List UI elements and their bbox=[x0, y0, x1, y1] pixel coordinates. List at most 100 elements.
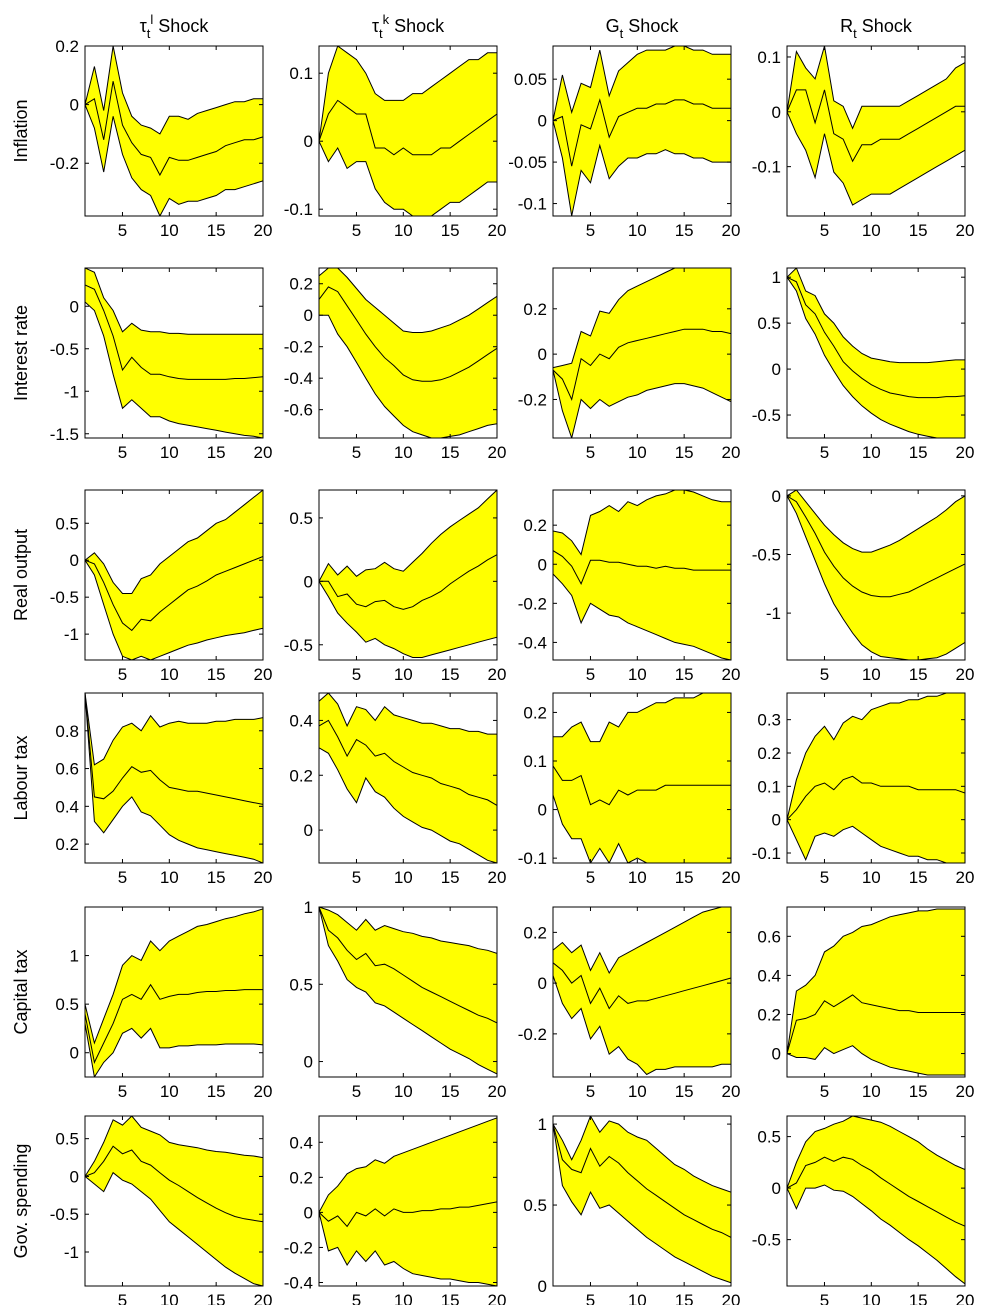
irf-panel: 5 10 15 20 0.5 0 -0.5 -1 bbox=[50, 489, 272, 684]
y-tick-label: 0 bbox=[772, 103, 781, 122]
y-tick-label: 0.1 bbox=[757, 777, 781, 796]
y-tick-label: 0.4 bbox=[757, 966, 781, 985]
x-tick-label: 15 bbox=[441, 665, 460, 684]
x-tick-label: 5 bbox=[820, 665, 829, 684]
y-tick-label: 0.2 bbox=[523, 923, 547, 942]
x-tick-label: 10 bbox=[394, 221, 413, 240]
upper-bound-line bbox=[85, 908, 263, 1045]
median-response-line bbox=[319, 99, 497, 156]
axes-box bbox=[552, 489, 732, 661]
y-tick-label: 0.2 bbox=[55, 37, 79, 56]
x-tick-label: 10 bbox=[862, 221, 881, 240]
upper-bound-line bbox=[787, 46, 965, 130]
median-response-line bbox=[787, 994, 965, 1054]
confidence-band bbox=[319, 693, 497, 863]
y-tick-label: 0 bbox=[304, 572, 313, 591]
x-tick-label: 5 bbox=[118, 868, 127, 887]
x-tick-label: 15 bbox=[909, 221, 928, 240]
confidence-band bbox=[85, 908, 263, 1077]
irf-panel: 5 10 15 20 0.2 0.1 0 -0.1 bbox=[518, 692, 740, 887]
upper-bound-line bbox=[319, 46, 497, 142]
x-tick-label: 15 bbox=[441, 1291, 460, 1305]
x-tick-label: 5 bbox=[352, 1082, 361, 1101]
irf-panel: 5 10 15 20 0.8 0.6 0.4 0.2 bbox=[55, 692, 273, 887]
confidence-band bbox=[787, 46, 965, 205]
median-response-line bbox=[85, 284, 263, 380]
x-tick-label: 10 bbox=[394, 868, 413, 887]
upper-bound-line bbox=[85, 693, 263, 766]
x-tick-label: 20 bbox=[488, 1291, 507, 1305]
x-tick-label: 5 bbox=[586, 1291, 595, 1305]
x-tick-label: 10 bbox=[394, 1291, 413, 1305]
y-tick-label: 0.2 bbox=[289, 275, 313, 294]
upper-bound-line bbox=[553, 1116, 731, 1193]
median-response-line bbox=[787, 276, 965, 399]
upper-bound-line bbox=[553, 907, 731, 975]
y-tick-label: 0 bbox=[70, 96, 79, 115]
x-tick-label: 15 bbox=[207, 221, 226, 240]
confidence-band bbox=[85, 1116, 263, 1286]
y-tick-label: -0.4 bbox=[284, 369, 313, 388]
axes-box bbox=[318, 489, 498, 661]
y-tick-label: 0 bbox=[538, 345, 547, 364]
lower-bound-line bbox=[787, 1045, 965, 1076]
confidence-band bbox=[787, 268, 965, 438]
x-tick-label: 20 bbox=[254, 868, 273, 887]
y-tick-label: -1 bbox=[64, 625, 79, 644]
y-tick-label: 0.5 bbox=[523, 1196, 547, 1215]
axes-box bbox=[552, 267, 732, 439]
upper-bound-line bbox=[787, 268, 965, 364]
confidence-band bbox=[85, 693, 263, 863]
lower-bound-line bbox=[319, 907, 497, 1075]
confidence-band bbox=[85, 490, 263, 660]
x-tick-label: 10 bbox=[862, 1291, 881, 1305]
x-tick-label: 5 bbox=[352, 443, 361, 462]
x-tick-label: 15 bbox=[207, 665, 226, 684]
irf-panel: 5 10 15 20 1 0.5 0 -0.5 bbox=[752, 267, 975, 462]
x-tick-label: 5 bbox=[118, 221, 127, 240]
y-tick-label: 0.5 bbox=[289, 509, 313, 528]
y-tick-label: -1.5 bbox=[50, 425, 79, 444]
irf-panel: 5 10 15 20 0.2 0 -0.2 bbox=[518, 906, 740, 1101]
y-tick-label: -0.1 bbox=[518, 849, 547, 868]
x-tick-label: 5 bbox=[820, 1291, 829, 1305]
irf-panel: 5 10 15 20 1 0.5 0 bbox=[289, 898, 506, 1101]
y-tick-label: -0.2 bbox=[518, 390, 547, 409]
confidence-band bbox=[85, 268, 263, 438]
x-tick-label: 15 bbox=[441, 868, 460, 887]
lower-bound-line bbox=[85, 693, 263, 863]
x-tick-label: 20 bbox=[956, 443, 975, 462]
confidence-band bbox=[553, 268, 731, 438]
lower-bound-line bbox=[319, 314, 497, 438]
y-tick-label: 0.5 bbox=[55, 514, 79, 533]
y-tick-label: 0.2 bbox=[289, 766, 313, 785]
y-tick-label: -0.5 bbox=[752, 1231, 781, 1250]
x-tick-label: 20 bbox=[956, 868, 975, 887]
x-tick-label: 10 bbox=[628, 1291, 647, 1305]
upper-bound-line bbox=[787, 693, 965, 820]
median-response-line bbox=[553, 962, 731, 1010]
x-tick-label: 5 bbox=[586, 221, 595, 240]
x-tick-label: 20 bbox=[956, 1082, 975, 1101]
y-tick-label: -0.4 bbox=[284, 1273, 313, 1292]
confidence-band bbox=[787, 693, 965, 863]
axes-box bbox=[318, 267, 498, 439]
x-tick-label: 20 bbox=[722, 1291, 741, 1305]
y-tick-label: 0 bbox=[538, 112, 547, 131]
y-tick-label: 0 bbox=[304, 821, 313, 840]
y-tick-label: 0 bbox=[772, 1179, 781, 1198]
x-tick-label: 15 bbox=[675, 443, 694, 462]
row-label: Inflation bbox=[11, 99, 31, 162]
median-response-line bbox=[553, 98, 731, 167]
x-tick-label: 20 bbox=[488, 1082, 507, 1101]
x-tick-label: 10 bbox=[160, 443, 179, 462]
y-tick-label: -0.5 bbox=[50, 340, 79, 359]
confidence-band bbox=[319, 1117, 497, 1286]
axes-box bbox=[552, 906, 732, 1078]
median-response-line bbox=[319, 719, 497, 806]
x-tick-label: 5 bbox=[352, 665, 361, 684]
x-tick-label: 5 bbox=[586, 443, 595, 462]
confidence-band bbox=[319, 490, 497, 658]
irf-panel: 5 10 15 20 0.2 0 -0.2 bbox=[50, 37, 273, 240]
x-tick-label: 10 bbox=[628, 443, 647, 462]
